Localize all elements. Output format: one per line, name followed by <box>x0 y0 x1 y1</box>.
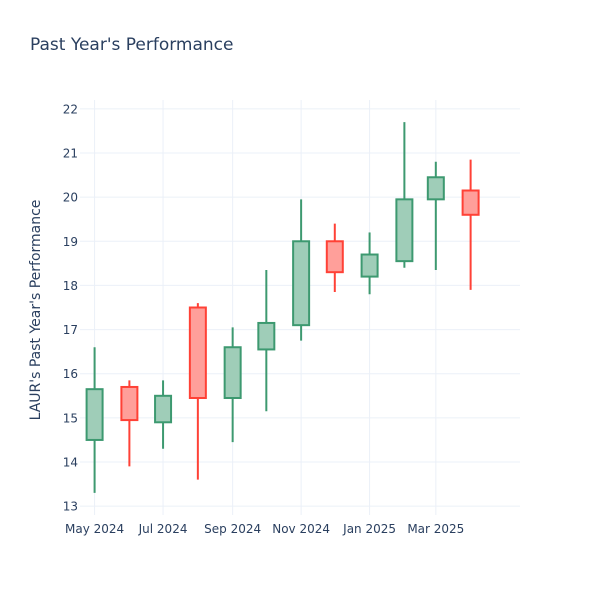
candle-increasing <box>154 380 173 449</box>
candle-increasing <box>223 327 242 443</box>
candle-increasing <box>395 122 414 268</box>
candle-body <box>223 346 242 400</box>
x-tick-label: Sep 2024 <box>204 522 261 536</box>
candle-decreasing <box>120 380 139 467</box>
y-axis-title: LAUR's Past Year's Performance <box>28 200 44 421</box>
y-tick-label: 14 <box>63 456 78 470</box>
y-tick-label: 21 <box>63 146 78 160</box>
candle-decreasing <box>188 303 207 480</box>
x-tick-label: Mar 2025 <box>407 522 464 536</box>
y-tick-label: 15 <box>63 411 78 425</box>
candle-body <box>461 189 480 216</box>
candle-body <box>120 385 139 422</box>
candle-body <box>292 240 311 327</box>
x-tick-label: Jul 2024 <box>138 522 188 536</box>
candle-increasing <box>360 232 379 295</box>
y-tick-labels: 13 14 15 16 17 18 19 20 21 22 <box>63 102 78 513</box>
y-tick-label: 22 <box>63 102 78 116</box>
y-tick-label: 18 <box>63 279 78 293</box>
candle-increasing <box>85 347 104 493</box>
x-tick-label: May 2024 <box>65 522 124 536</box>
candle-body <box>154 394 173 424</box>
y-tick-label: 13 <box>63 500 78 514</box>
candle-increasing <box>292 199 311 341</box>
candle-body <box>257 321 276 351</box>
candles-layer <box>85 122 480 493</box>
candle-increasing <box>257 269 276 412</box>
x-tick-label: Nov 2024 <box>272 522 330 536</box>
y-tick-label: 19 <box>63 235 78 249</box>
candle-decreasing <box>325 223 344 293</box>
candle-body <box>360 253 379 278</box>
candle-decreasing <box>461 159 480 290</box>
candle-body <box>85 388 104 441</box>
candle-body <box>325 240 344 274</box>
x-tick-labels: May 2024 Jul 2024 Sep 2024 Nov 2024 Jan 2025… <box>65 522 464 536</box>
candle-body <box>395 198 414 263</box>
y-tick-label: 20 <box>63 191 78 205</box>
candle-increasing <box>426 161 445 270</box>
x-tick-label: Jan 2025 <box>342 522 396 536</box>
candle-body <box>188 306 207 400</box>
chart-title: Past Year's Performance <box>30 35 234 55</box>
y-tick-label: 16 <box>63 367 78 381</box>
candle-body <box>426 176 445 201</box>
y-tick-label: 17 <box>63 323 78 337</box>
